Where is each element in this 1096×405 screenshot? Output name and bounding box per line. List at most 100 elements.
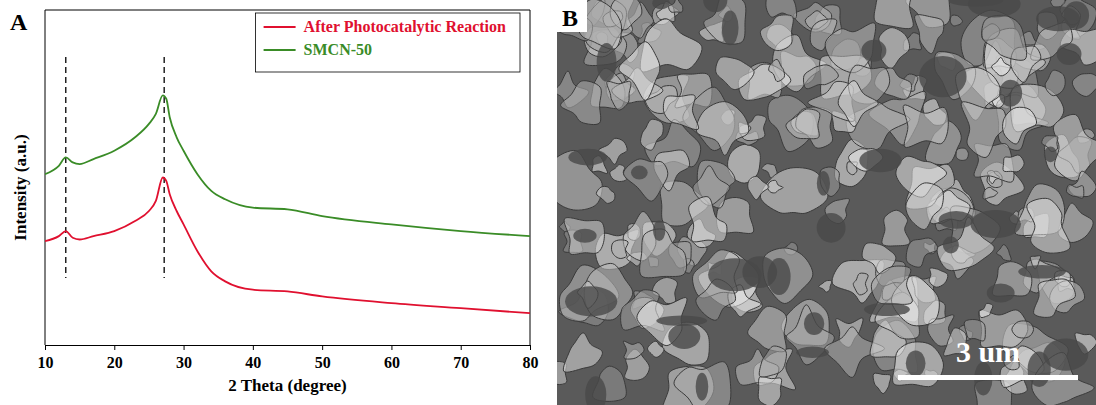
x-tick-mark [45,345,46,350]
texture-pore [1028,352,1051,387]
texture [674,362,731,405]
texture [748,306,787,352]
texture [689,197,727,242]
texture [979,303,993,317]
texture-pore [861,40,886,62]
x-tick-mark [391,345,392,350]
reference-line [65,57,66,278]
texture [768,180,783,193]
texture [903,105,948,148]
texture [982,15,1027,60]
x-tick-label: 30 [176,354,192,371]
x-tick-label: 60 [384,354,400,371]
x-axis: 10 20 30 40 50 60 70 80 [38,345,539,371]
texture [619,42,660,101]
texture-pore [767,258,790,295]
x-tick-mark [184,345,185,350]
texture-pore [987,284,1015,303]
texture-pore [1057,43,1082,65]
texture [1045,70,1065,95]
x-tick-label: 70 [453,354,469,371]
micrograph [557,0,1096,405]
texture-pore [568,149,606,166]
figure: 10203040506070802 Theta (degree)Intensit… [0,0,1096,405]
texture [561,81,602,125]
texture-pore [653,220,665,241]
legend-box [256,13,520,72]
texture [759,346,786,377]
texture [915,15,944,54]
texture-pore [631,166,648,180]
x-tick: 70 [453,345,469,371]
texture [992,57,1011,76]
x-tick: 30 [176,345,192,371]
scale-bar [898,375,1078,380]
texture [956,148,968,160]
texture [696,102,749,156]
texture [1027,198,1071,253]
texture [882,210,910,246]
texture-pore [573,229,596,243]
texture [669,0,683,12]
y-axis-line [45,10,46,345]
texture [819,280,832,292]
texture [961,102,1006,158]
texture [596,186,615,203]
texture [1003,107,1037,144]
x-tick: 20 [107,345,123,371]
texture [1053,114,1096,181]
texture-pore [919,56,966,97]
texture-pore [565,286,617,316]
texture [647,341,664,357]
texture [871,266,912,304]
texture-pore [796,346,829,357]
legend-label: SMCN-50 [304,41,372,58]
x-tick-label: 50 [315,354,331,371]
texture [623,341,644,359]
x-tick-mark [322,345,323,350]
texture-pore [1044,146,1057,162]
x-tick-label: 80 [523,354,539,371]
panel-label-patch [557,0,587,32]
texture [607,81,631,110]
texture-pore [652,0,670,9]
x-tick-mark [114,345,115,350]
texture-pore [1018,265,1066,279]
texture-pore [656,316,707,326]
frame-right [530,10,531,345]
texture [1003,155,1024,172]
texture-pore [703,0,727,12]
texture-pore [939,211,974,229]
texture [873,373,891,394]
texture [983,187,998,199]
texture-pore [708,258,761,291]
texture [748,176,769,199]
panel-label: A [10,9,28,35]
x-tick: 10 [38,345,54,371]
texture-pore [668,324,700,349]
texture [1072,74,1096,97]
texture [611,240,628,259]
texture [997,245,1012,261]
texture [663,95,698,130]
texture [803,65,838,89]
texture-pore [585,376,606,405]
texture [786,305,834,365]
texture [716,57,754,90]
x-tick-mark [461,345,462,350]
texture [758,376,781,405]
texture [874,0,914,29]
x-tick: 60 [384,345,400,371]
reference-line [164,57,165,278]
x-axis-line [46,345,531,346]
x-tick-label: 10 [38,354,54,371]
texture [906,238,938,267]
texture [760,15,793,51]
x-tick: 80 [523,345,539,371]
y-axis-title: Intensity (a.u.) [11,134,30,240]
texture-pore [1036,6,1080,31]
texture [906,183,944,230]
texture [786,109,820,139]
texture [563,333,602,372]
x-tick: 40 [245,345,261,371]
